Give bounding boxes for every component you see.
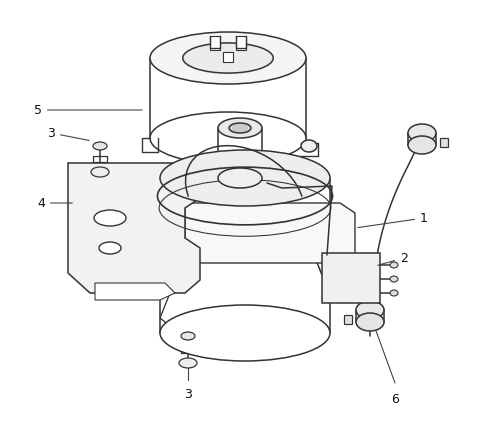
- Ellipse shape: [94, 210, 126, 226]
- Ellipse shape: [390, 276, 398, 282]
- Text: 3: 3: [47, 126, 89, 141]
- Bar: [210, 36, 220, 50]
- Bar: [223, 52, 233, 62]
- Ellipse shape: [99, 242, 121, 254]
- Ellipse shape: [390, 262, 398, 268]
- Ellipse shape: [150, 32, 306, 84]
- Polygon shape: [95, 283, 175, 300]
- Ellipse shape: [408, 124, 436, 142]
- Ellipse shape: [91, 167, 109, 177]
- Ellipse shape: [93, 142, 107, 150]
- Ellipse shape: [160, 150, 330, 206]
- Ellipse shape: [181, 332, 195, 340]
- Polygon shape: [440, 138, 448, 147]
- Text: 2: 2: [378, 251, 408, 265]
- Polygon shape: [322, 253, 380, 303]
- Ellipse shape: [301, 140, 317, 152]
- Text: 5: 5: [34, 103, 142, 116]
- Text: 1: 1: [358, 211, 428, 228]
- Ellipse shape: [183, 43, 273, 73]
- Ellipse shape: [229, 123, 251, 133]
- Text: 3: 3: [184, 388, 192, 401]
- Polygon shape: [185, 203, 355, 263]
- Text: 6: 6: [391, 393, 399, 406]
- Ellipse shape: [150, 112, 306, 164]
- Ellipse shape: [160, 305, 330, 361]
- Ellipse shape: [408, 136, 436, 154]
- Ellipse shape: [390, 290, 398, 296]
- Polygon shape: [68, 163, 200, 293]
- Ellipse shape: [356, 301, 384, 319]
- Text: 4: 4: [37, 197, 72, 210]
- Polygon shape: [344, 315, 352, 324]
- Ellipse shape: [218, 168, 262, 188]
- Ellipse shape: [179, 358, 197, 368]
- Ellipse shape: [356, 313, 384, 331]
- Ellipse shape: [218, 118, 262, 138]
- Bar: [236, 36, 246, 50]
